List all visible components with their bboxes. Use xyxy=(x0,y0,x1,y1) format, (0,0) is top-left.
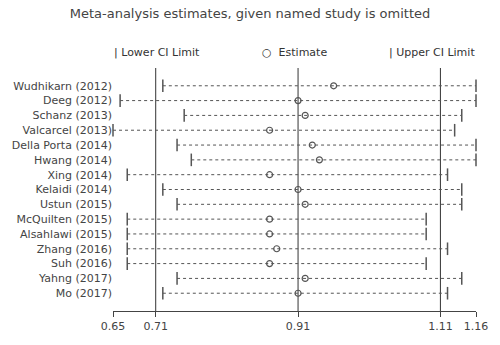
svg-text:Meta-analysis estimates, given: Meta-analysis estimates, given named stu… xyxy=(70,6,431,21)
svg-text:| Upper CI Limit: | Upper CI Limit xyxy=(389,46,475,59)
svg-text:Deeg (2012): Deeg (2012) xyxy=(43,94,112,107)
svg-text:Della Porta (2014): Della Porta (2014) xyxy=(12,139,112,152)
svg-text:Hwang (2014): Hwang (2014) xyxy=(34,154,112,167)
svg-text:Suh (2016): Suh (2016) xyxy=(51,257,112,270)
svg-text:Wudhikarn (2012): Wudhikarn (2012) xyxy=(13,80,112,93)
svg-text:○ Estimate: ○ Estimate xyxy=(262,46,327,59)
svg-text:McQuilten (2015): McQuilten (2015) xyxy=(17,213,112,226)
svg-text:0.71: 0.71 xyxy=(143,320,168,333)
svg-text:Mo (2017): Mo (2017) xyxy=(56,287,112,300)
svg-text:1.11: 1.11 xyxy=(428,320,453,333)
svg-text:Alsahlawi (2015): Alsahlawi (2015) xyxy=(20,228,112,241)
svg-text:Kelaidi (2014): Kelaidi (2014) xyxy=(36,183,112,196)
svg-text:1.16: 1.16 xyxy=(464,320,489,333)
svg-text:Yahng (2017): Yahng (2017) xyxy=(38,272,112,285)
svg-text:0.91: 0.91 xyxy=(286,320,311,333)
svg-text:Zhang (2016): Zhang (2016) xyxy=(37,243,112,256)
svg-text:Xing (2014): Xing (2014) xyxy=(47,169,112,182)
svg-text:Valcarcel (2013): Valcarcel (2013) xyxy=(23,124,112,137)
svg-text:| Lower CI Limit: | Lower CI Limit xyxy=(114,46,200,59)
svg-text:Ustun (2015): Ustun (2015) xyxy=(40,198,112,211)
svg-text:Schanz (2013): Schanz (2013) xyxy=(32,109,112,122)
svg-text:0.65: 0.65 xyxy=(101,320,126,333)
